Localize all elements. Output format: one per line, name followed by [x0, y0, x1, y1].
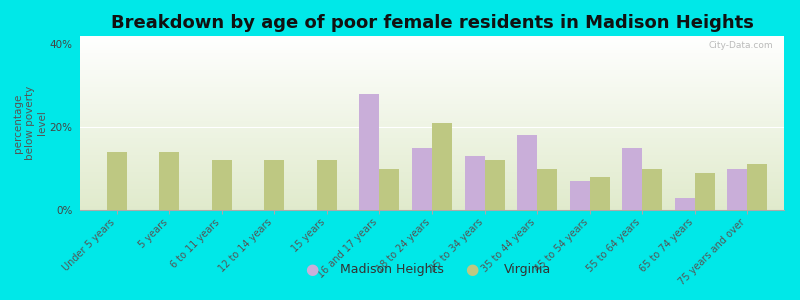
- Bar: [159, 152, 179, 210]
- Bar: [106, 152, 126, 210]
- Bar: [317, 160, 337, 210]
- Bar: [570, 181, 590, 210]
- Bar: [694, 173, 714, 210]
- Bar: [212, 160, 232, 210]
- Text: ●: ●: [306, 262, 318, 278]
- Bar: [485, 160, 505, 210]
- Bar: [747, 164, 767, 210]
- Bar: [537, 169, 557, 210]
- Y-axis label: percentage
below poverty
level: percentage below poverty level: [14, 86, 46, 160]
- Bar: [642, 169, 662, 210]
- Bar: [359, 94, 379, 210]
- Text: ●: ●: [466, 262, 478, 278]
- Text: Virginia: Virginia: [504, 263, 551, 277]
- Bar: [517, 135, 537, 210]
- Bar: [590, 177, 610, 210]
- Bar: [674, 198, 694, 210]
- Bar: [379, 169, 399, 210]
- Bar: [432, 123, 452, 210]
- Title: Breakdown by age of poor female residents in Madison Heights: Breakdown by age of poor female resident…: [110, 14, 754, 32]
- Text: Madison Heights: Madison Heights: [340, 263, 444, 277]
- Bar: [265, 160, 284, 210]
- Bar: [622, 148, 642, 210]
- Bar: [412, 148, 432, 210]
- Bar: [727, 169, 747, 210]
- Text: City-Data.com: City-Data.com: [709, 41, 774, 50]
- Bar: [465, 156, 485, 210]
